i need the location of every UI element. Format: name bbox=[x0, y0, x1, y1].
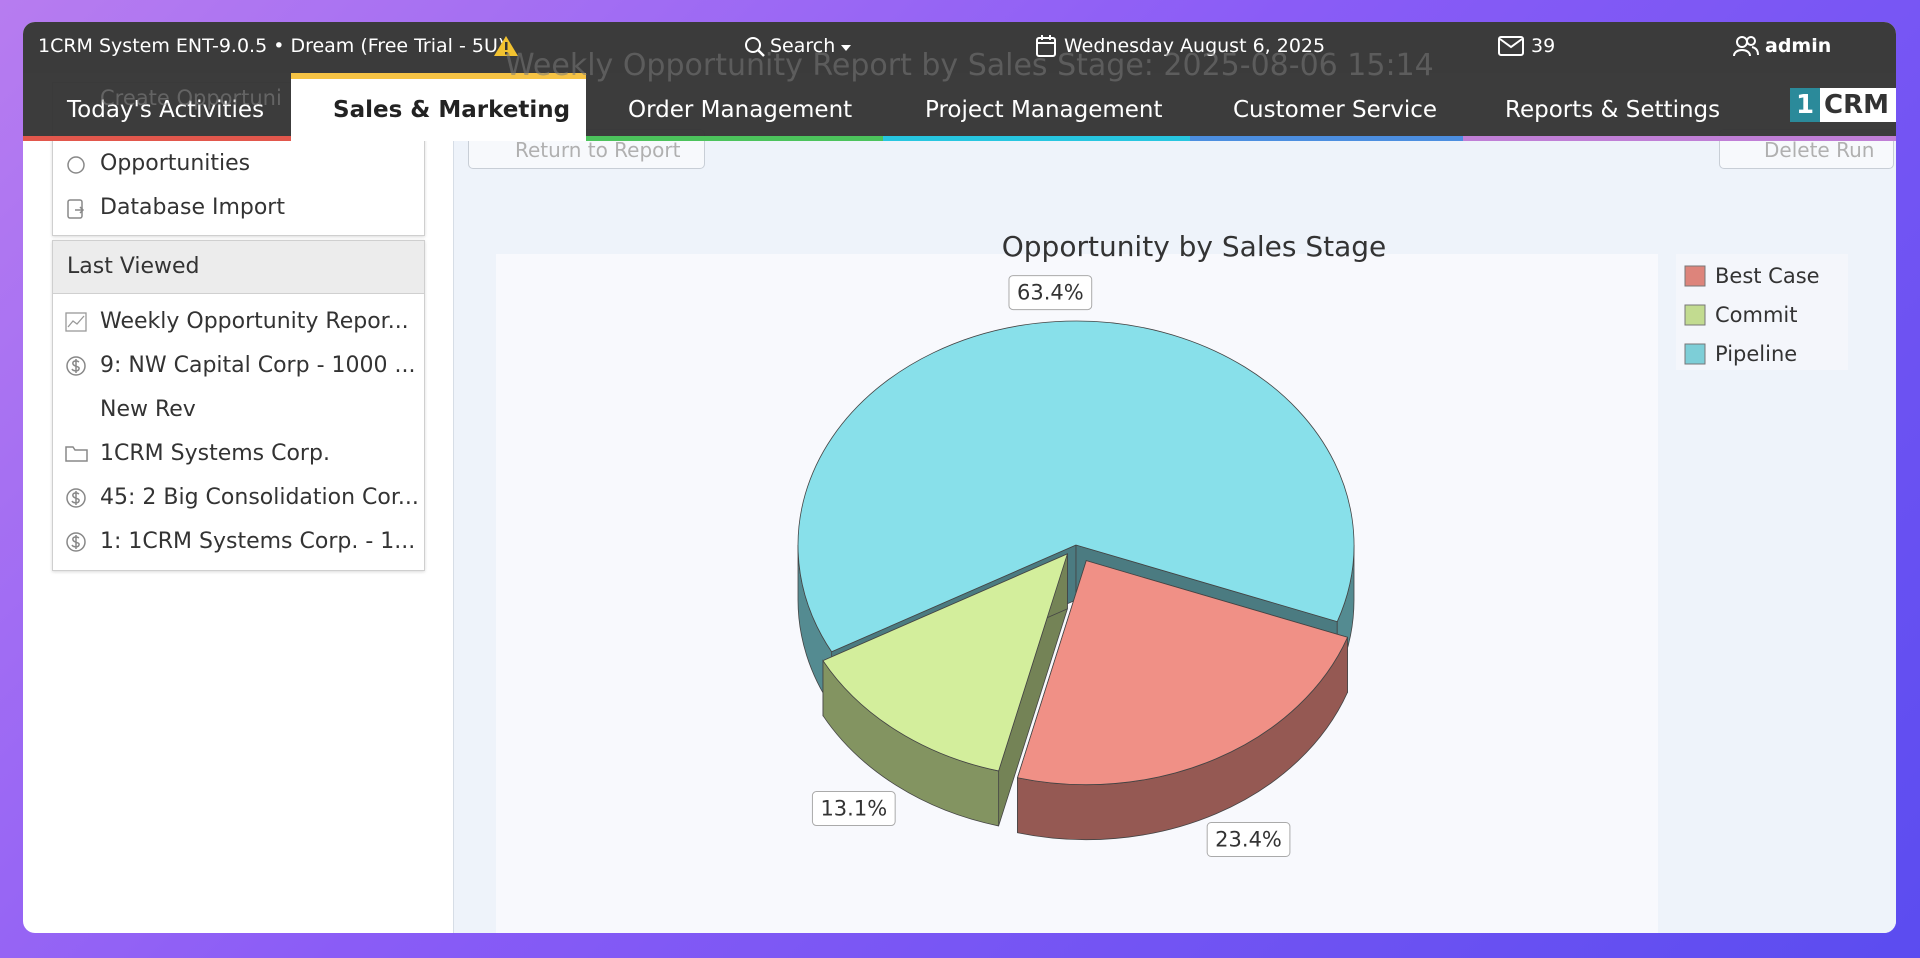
chart-title: Opportunity by Sales Stage bbox=[1002, 230, 1387, 263]
panel-title: Last Viewed bbox=[67, 254, 200, 279]
legend-label: Pipeline bbox=[1715, 342, 1797, 366]
last-viewed-panel: Last Viewed Weekly Opportunity Repor... … bbox=[52, 240, 425, 571]
data-label-box bbox=[1008, 275, 1093, 311]
logo-number: 1 bbox=[1790, 88, 1820, 122]
nav-tab[interactable]: Order Management bbox=[628, 97, 853, 123]
data-label: 23.4% bbox=[1215, 828, 1282, 852]
sidebar-item[interactable]: Database Import bbox=[100, 195, 285, 220]
nav-tab[interactable]: Project Management bbox=[925, 97, 1163, 123]
data-label: 13.1% bbox=[820, 797, 887, 821]
nav-tab[interactable]: Sales & Marketing bbox=[333, 97, 571, 123]
tab-strip bbox=[883, 136, 1190, 141]
warning-icon[interactable] bbox=[493, 34, 519, 58]
date: Wednesday August 6, 2025 bbox=[1064, 35, 1326, 57]
nav-tab[interactable]: Customer Service bbox=[1233, 97, 1438, 123]
search-icon[interactable] bbox=[743, 35, 767, 59]
data-label-box bbox=[811, 791, 896, 827]
tab-strip bbox=[1190, 136, 1463, 141]
legend-swatch bbox=[1684, 343, 1706, 365]
slice-top bbox=[822, 553, 1069, 772]
chart: Opportunity by Sales Stage Best Case Comm… bbox=[496, 230, 1848, 933]
pie-slice bbox=[822, 553, 1069, 827]
slice-top bbox=[797, 320, 1355, 653]
opportunity-icon bbox=[66, 532, 86, 552]
tab-strip bbox=[586, 136, 883, 141]
nav-tab[interactable]: Reports & Settings bbox=[1505, 97, 1721, 123]
page-title: Weekly Opportunity Report by Sales Stage… bbox=[505, 48, 1434, 83]
sidebar-item[interactable]: Opportunities bbox=[100, 151, 251, 176]
app-title: 1CRM System ENT-9.0.5 • Dream (Free Tria… bbox=[38, 35, 506, 57]
report-icon bbox=[65, 312, 87, 332]
button-label: Delete Run bbox=[1764, 138, 1875, 162]
legend-label: Best Case bbox=[1715, 264, 1820, 288]
nav-bar: Today's Activities Sales & Marketing Ord… bbox=[23, 73, 1896, 141]
search-caret[interactable] bbox=[840, 42, 852, 52]
recent-item[interactable]: Weekly Opportunity Repor... bbox=[100, 309, 409, 334]
recent-item[interactable]: 45: 2 Big Consolidation Cor... bbox=[100, 485, 419, 510]
account-icon bbox=[65, 446, 88, 462]
data-label-box bbox=[1206, 822, 1291, 858]
create-link[interactable]: Create Opportuni bbox=[100, 86, 282, 110]
tab-strip bbox=[23, 136, 291, 141]
legend-label: Commit bbox=[1715, 303, 1798, 327]
pie-slice bbox=[1016, 560, 1349, 841]
item-icon bbox=[67, 156, 85, 174]
message-count[interactable]: 39 bbox=[1531, 35, 1556, 57]
opportunity-icon bbox=[66, 356, 86, 376]
recent-item[interactable]: 9: NW Capital Corp - 1000 ... bbox=[100, 353, 416, 378]
button-label: Return to Report bbox=[515, 138, 681, 162]
top-bar: 1CRM System ENT-9.0.5 • Dream (Free Tria… bbox=[23, 22, 1896, 73]
search-button[interactable]: Search bbox=[770, 35, 836, 57]
calendar-icon bbox=[1036, 35, 1056, 57]
nav-tab[interactable]: Today's Activities bbox=[67, 97, 265, 123]
recent-item[interactable]: New Rev bbox=[100, 397, 196, 422]
slice-top bbox=[1016, 560, 1349, 786]
active-tab-bg bbox=[291, 73, 586, 141]
mail-icon[interactable] bbox=[1498, 36, 1524, 56]
user-name[interactable]: admin bbox=[1765, 35, 1832, 57]
tab-strip bbox=[1463, 136, 1896, 141]
app-window: Weekly Opportunity Report by Sales Stage… bbox=[23, 22, 1896, 933]
opportunity-icon bbox=[66, 488, 86, 508]
logo[interactable]: 1 CRM bbox=[1790, 88, 1896, 122]
recent-item[interactable]: 1: 1CRM Systems Corp. - 1... bbox=[100, 529, 416, 554]
legend-swatch bbox=[1684, 304, 1706, 326]
panel-header bbox=[53, 241, 424, 294]
recent-item[interactable]: 1CRM Systems Corp. bbox=[100, 441, 330, 466]
active-tab-strip bbox=[291, 73, 586, 79]
main-content: Return to Report Delete Run Opportunity … bbox=[453, 129, 1896, 933]
legend-swatch bbox=[1684, 265, 1706, 287]
item-icon bbox=[67, 199, 85, 219]
data-label: 63.4% bbox=[1017, 281, 1084, 305]
user-icon[interactable] bbox=[1733, 34, 1759, 58]
logo-text: CRM bbox=[1824, 90, 1889, 120]
